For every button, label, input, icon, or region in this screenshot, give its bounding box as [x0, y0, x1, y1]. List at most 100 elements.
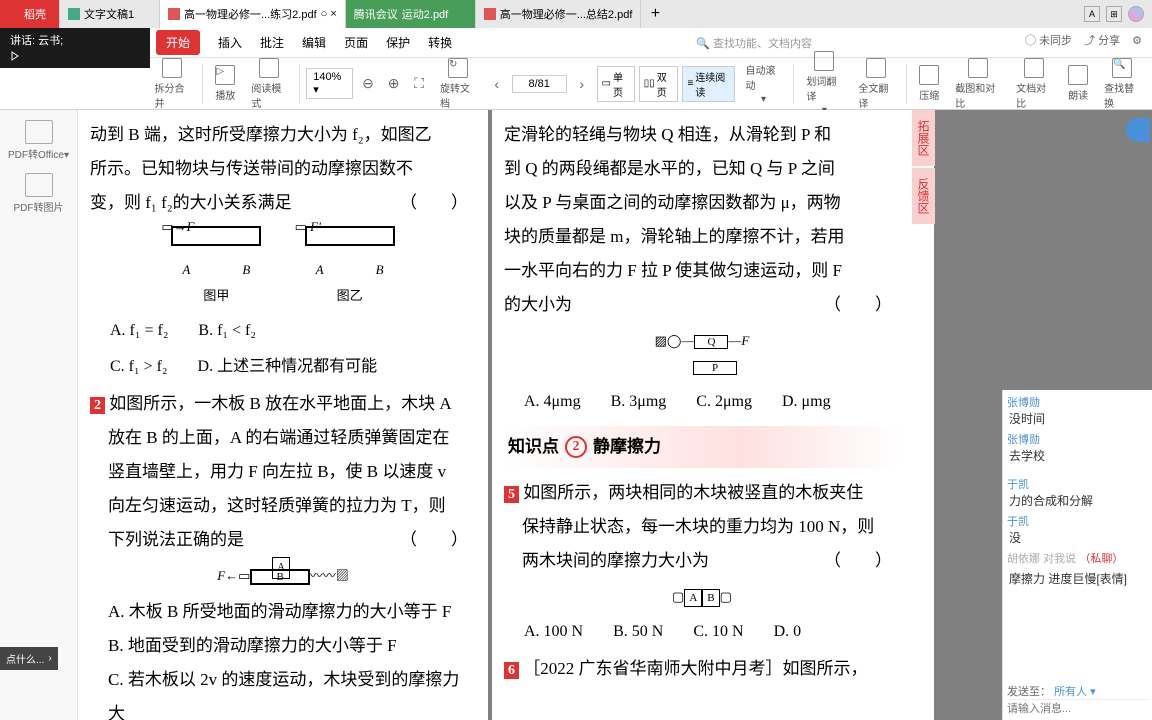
tab-label: 文字文稿1 [84, 6, 134, 22]
tab-label: 高一物理必修一...总结2.pdf [500, 6, 633, 22]
add-tab[interactable]: + [641, 5, 669, 23]
speaker-text: 讲话: 云书; [10, 32, 140, 48]
option: C. 10 N [693, 616, 743, 648]
chat-text: 摩擦力 进度巨慢[表情] [1009, 570, 1148, 587]
page-left: 动到 B 端，这时所受摩擦力大小为 f₂，如图乙 所示。已知物块与传送带间的动摩… [78, 110, 488, 720]
tab-label: 腾讯会议 [354, 6, 398, 22]
speaker-overlay: 讲话: 云书; [0, 28, 150, 68]
tool-wordtrans[interactable]: 划词翻译▾ [800, 51, 848, 116]
tool-compress[interactable]: 压缩 [913, 65, 945, 102]
tool-pdf2office[interactable]: PDF转Office▾ [0, 114, 77, 167]
pdf-icon [168, 8, 180, 20]
text-line: ［2022 广东省华南师大附中月考］如图所示， [523, 659, 867, 678]
zoom-fit[interactable]: ⛶ [408, 72, 430, 96]
menu-edit[interactable]: 编辑 [302, 34, 326, 51]
grid-icon-1[interactable]: A [1084, 6, 1100, 22]
tool-rotate[interactable]: ↻旋转文档 [434, 58, 482, 110]
menu-protect[interactable]: 保护 [386, 34, 410, 51]
close-icon[interactable]: ○ × [321, 8, 337, 20]
menu-page[interactable]: 页面 [344, 34, 368, 51]
hint-button[interactable]: 点什么... › [0, 647, 58, 670]
doc-icon [68, 8, 80, 20]
tool-pdf2img[interactable]: PDF转图片 [0, 167, 77, 220]
kp-label: 知识点 [508, 430, 559, 464]
chat-panel: 张博勋没时间 张博勋去学校 于凯力的合成和分解 于凯没 胡依娜 对我说 （私聊）… [1002, 390, 1152, 720]
page-next[interactable]: › [571, 72, 593, 96]
speaker-icon [1068, 65, 1088, 85]
text-line: 向左匀速运动，这时轻质弹簧的拉力为 T，则 [90, 489, 476, 523]
option: D. μmg [782, 386, 831, 418]
float-bubble[interactable] [1126, 118, 1150, 142]
share-button[interactable]: ⤴ 分享 [1084, 32, 1120, 48]
tab-meeting[interactable]: 腾讯会议运动2.pdf [346, 0, 476, 28]
tab-home[interactable]: 稻壳 [0, 0, 60, 28]
option: B. 3μmg [611, 386, 667, 418]
view-double[interactable]: ▯▯ 双页 [639, 66, 679, 102]
tab-pdf-active[interactable]: 高一物理必修一...练习2.pdf○ × [160, 0, 346, 28]
compress-icon [919, 65, 939, 85]
fulltrans-icon [866, 58, 886, 78]
avatar[interactable] [1128, 6, 1144, 22]
page-prev[interactable]: ‹ [486, 72, 508, 96]
menu-start[interactable]: 开始 [156, 30, 200, 55]
tab-doc1[interactable]: 文字文稿1 [60, 0, 160, 28]
text-line: 变，则 f₁ f₂的大小关系满足 [90, 193, 292, 212]
chat-input[interactable] [1007, 699, 1148, 718]
chat-user: 于凯 [1007, 476, 1148, 492]
text-line: 如图所示，一木板 B 放在水平地面上，木块 A [109, 394, 451, 413]
page-indicator[interactable]: 8/81 [512, 75, 567, 93]
compare-icon [1024, 58, 1044, 78]
tool-compare[interactable]: 文档对比 [1010, 58, 1058, 110]
text-line: 如图所示，两块相同的木块被竖直的木板夹住 [523, 483, 863, 502]
text-line: 所示。已知物块与传送带间的动摩擦因数不 [90, 152, 476, 186]
chat-tag: （私聊） [1079, 553, 1123, 565]
chat-text: 没时间 [1009, 410, 1148, 427]
chat-text: 去学校 [1009, 447, 1148, 464]
pdf-icon [484, 8, 496, 20]
diagram-pulley: ▨◯—Q—F P [504, 328, 900, 380]
tool-fulltrans[interactable]: 全文翻译 [852, 58, 900, 110]
view-continuous[interactable]: ≡ 连续阅读 [682, 66, 735, 102]
zoom-select[interactable]: 140% ▾ [306, 68, 353, 99]
left-sidebar: PDF转Office▾ PDF转图片 [0, 110, 78, 720]
tab-pdf2[interactable]: 高一物理必修一...总结2.pdf [476, 0, 642, 28]
chat-text: 没 [1009, 529, 1148, 546]
tool-split[interactable]: 拆分合并 [148, 58, 196, 110]
menu-convert[interactable]: 转换 [428, 34, 452, 51]
text-line: 的大小为 [504, 295, 572, 314]
play-icon: ▷ [215, 65, 235, 85]
zoom-out[interactable]: ⊖ [357, 72, 379, 96]
send-to-label: 发送至： [1007, 686, 1051, 698]
sync-status[interactable]: ◯ 未同步 [1025, 32, 1072, 48]
document-view[interactable]: 动到 B 端，这时所受摩擦力大小为 f₂，如图乙 所示。已知物块与传送带间的动摩… [78, 110, 1152, 720]
chat-user: 胡依娜 对我说 [1007, 553, 1076, 565]
menu-insert[interactable]: 插入 [218, 34, 242, 51]
chat-text: 力的合成和分解 [1009, 492, 1148, 509]
tool-screenshot[interactable]: 截图和对比 [949, 58, 1006, 110]
chat-user: 张博勋 [1007, 431, 1148, 447]
menu-review[interactable]: 批注 [260, 34, 284, 51]
settings-icon[interactable]: ⚙ [1132, 34, 1142, 47]
option: A. 4μmg [524, 386, 581, 418]
option: B. 地面受到的滑动摩擦力的大小等于 F [90, 629, 476, 663]
tool-read-aloud[interactable]: 朗读 [1062, 65, 1094, 102]
zoom-in[interactable]: ⊕ [383, 72, 405, 96]
view-single[interactable]: ▭ 单页 [597, 66, 635, 102]
send-target[interactable]: 所有人 ▾ [1054, 686, 1096, 698]
option: C. f₁ > f₂ [110, 351, 168, 383]
trans-icon [814, 51, 834, 71]
question-number: 5 [504, 486, 519, 503]
tool-readmode[interactable]: 阅读模式 [245, 58, 293, 110]
screenshot-icon [968, 58, 988, 78]
chevron-right-icon: › [48, 653, 51, 664]
split-icon [162, 58, 182, 78]
rotate-icon: ↻ [448, 58, 468, 78]
rtab-expand[interactable]: 拓展区 [912, 110, 935, 166]
tool-findreplace[interactable]: 🔍查找替换 [1098, 58, 1146, 110]
grid-icon-2[interactable]: ⊞ [1106, 6, 1122, 22]
text-line: 保持静止状态，每一木块的重力均为 100 N，则 [504, 510, 900, 544]
tool-play[interactable]: ▷播放 [209, 65, 241, 102]
rtab-feedback[interactable]: 反馈区 [912, 168, 935, 224]
kp-title: 静摩擦力 [593, 430, 661, 464]
tool-autoscroll[interactable]: 自动滚动▾ [739, 62, 787, 105]
